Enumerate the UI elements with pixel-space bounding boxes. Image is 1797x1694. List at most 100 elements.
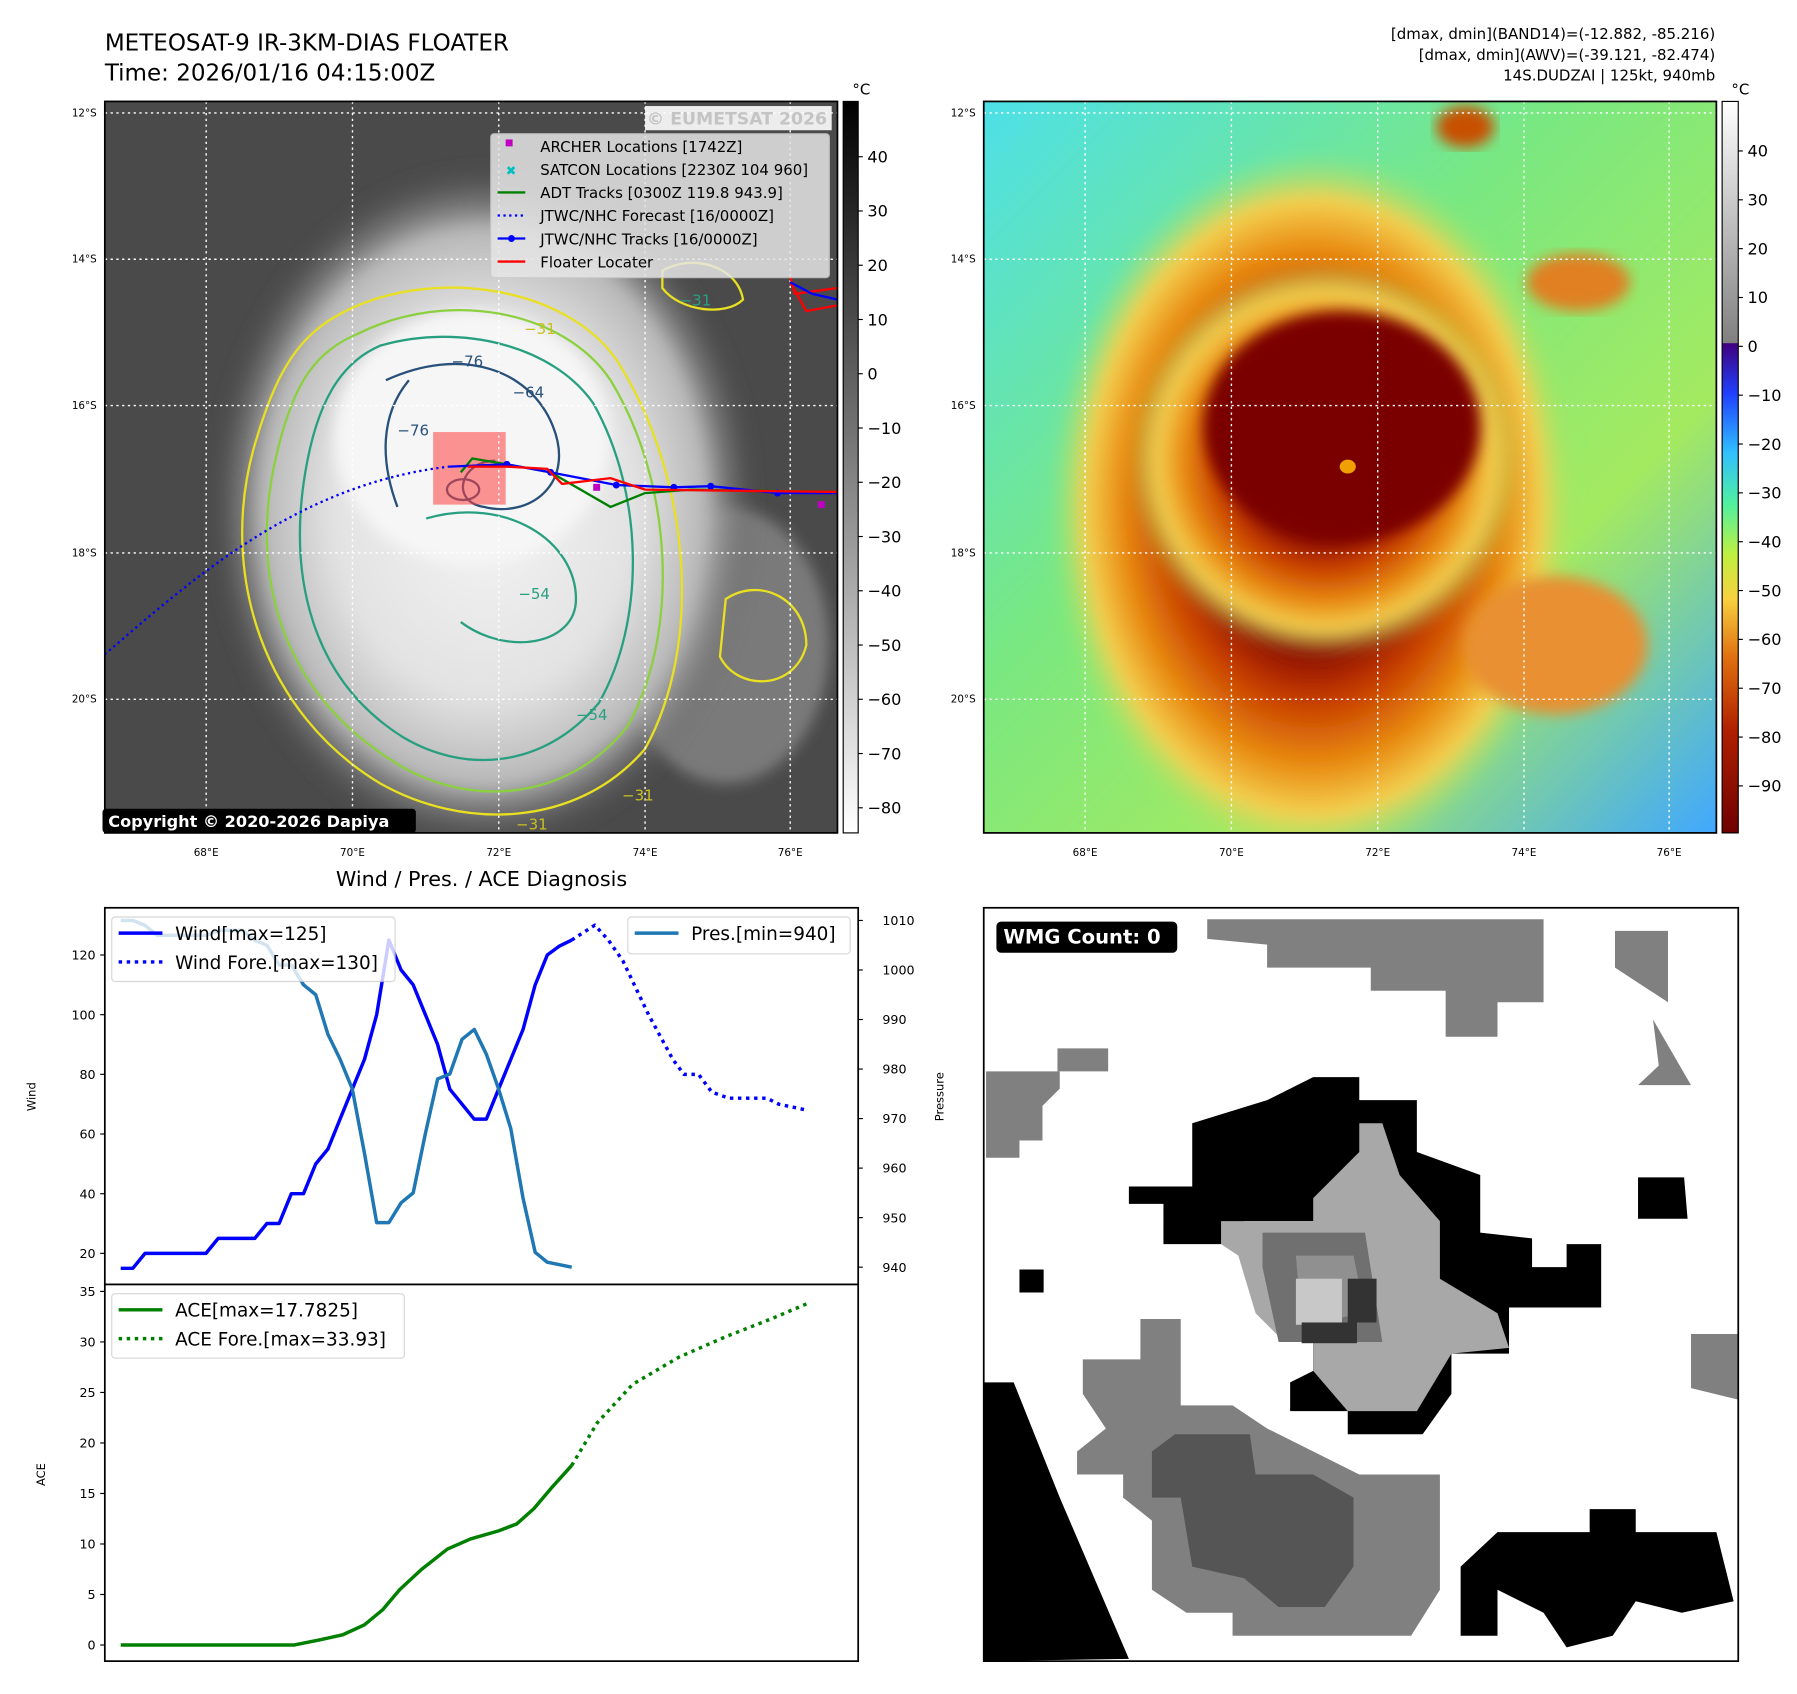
- contour-label: −76: [397, 421, 429, 439]
- lon-label: 74°E: [1512, 847, 1537, 859]
- wind-pressure-chart: 20 40 60 80 100 120 940 950 960 970 980 990 1000 101…: [25, 906, 946, 1286]
- y-tick-label: 40: [80, 1186, 96, 1201]
- floater-locater-track: [467, 465, 838, 494]
- legend-wind-forecast: Wind Fore.[max=130]: [175, 953, 378, 974]
- y-tick-label: 60: [80, 1127, 96, 1142]
- colorbar-tick-label: −60: [867, 690, 901, 709]
- ace-chart: 0 5 10 15 20 25 30 35 ACE ACE[max=17.7825] ACE …: [34, 1283, 860, 1663]
- contour-label: −31: [516, 815, 548, 833]
- diagnosis-title: Wind / Pres. / ACE Diagnosis: [336, 867, 627, 891]
- lat-label: 12°S: [72, 107, 97, 119]
- info-awv: [dmax, dmin](AWV)=(-39.121, -82.474): [1419, 46, 1715, 64]
- info-storm: 14S.DUDZAI | 125kt, 940mb: [1503, 67, 1715, 85]
- y-tick-label: 20: [80, 1436, 96, 1451]
- colorbar-tick-label: −10: [1747, 386, 1781, 405]
- contour-label: −54: [518, 585, 550, 603]
- ace-axis-label: ACE: [34, 1463, 48, 1486]
- colorbar-tick-label: −70: [867, 744, 901, 763]
- ace-legend: ACE[max=17.7825] ACE Fore.[max=33.93]: [111, 1293, 405, 1359]
- lat-label: 18°S: [951, 547, 976, 559]
- colorbar-tick-label: −20: [867, 473, 901, 492]
- colorbar-tick-label: −90: [1747, 777, 1781, 796]
- colorbar-tick-label: −20: [1747, 435, 1781, 454]
- contour-label: −31: [524, 320, 556, 338]
- y2-tick-label: 1010: [882, 913, 914, 928]
- lon-label: 76°E: [778, 847, 803, 859]
- title-line-2: Time: 2026/01/16 04:15:00Z: [104, 61, 436, 87]
- contour-label: −31: [680, 291, 712, 309]
- legend-jtwc-forecast: JTWC/NHC Forecast [16/0000Z]: [539, 207, 774, 225]
- y2-tick-label: 1000: [882, 963, 914, 978]
- y2-tick-label: 970: [882, 1111, 906, 1126]
- colorbar-tick-label: −50: [867, 636, 901, 655]
- lat-label: 14°S: [72, 254, 97, 266]
- legend-jtwc-tracks: JTWC/NHC Tracks [16/0000Z]: [539, 230, 757, 248]
- colorbar-tick-label: −80: [867, 799, 901, 818]
- legend-pressure: Pres.[min=940]: [691, 924, 835, 945]
- lat-label: 16°S: [951, 400, 976, 412]
- pressure-axis-label: Pressure: [932, 1072, 946, 1121]
- y2-tick-label: 960: [882, 1161, 906, 1176]
- legend-archer: ARCHER Locations [1742Z]: [540, 138, 742, 156]
- awv-colorbar: °C 40 30 20 10 0 −10 −20 −30 −40 −50 −60 −70 −80 −90: [1721, 81, 1781, 834]
- lon-label: 72°E: [1365, 847, 1390, 859]
- legend-wind: Wind[max=125]: [175, 924, 326, 945]
- copyright-text: Copyright © 2020-2026 Dapiya: [108, 812, 389, 831]
- y-tick-label: 80: [80, 1067, 96, 1082]
- lon-label: 74°E: [633, 847, 658, 859]
- colorbar-unit: °C: [852, 81, 870, 99]
- colorbar-tick-label: 40: [867, 147, 888, 166]
- colorbar-tick-label: −30: [867, 527, 901, 546]
- contour-label: −64: [513, 383, 545, 401]
- colorbar-tick-label: −40: [1747, 532, 1781, 551]
- colorbar-tick-label: −60: [1747, 630, 1781, 649]
- ir-map[interactable]: −76 −64 −76 −54 −31 −31 −31 −54 −31 ✖ AR…: [72, 100, 839, 859]
- lat-label: 20°S: [951, 694, 976, 706]
- contour-label: −31: [622, 787, 654, 805]
- jtwc-forecast-track: [104, 465, 450, 656]
- wind-legend: Wind[max=125] Wind Fore.[max=130]: [111, 916, 396, 983]
- wmg-count-badge: WMG Count: 0: [1003, 925, 1160, 948]
- colorbar-tick-label: −30: [1747, 484, 1781, 503]
- colorbar-tick-label: −70: [1747, 679, 1781, 698]
- y2-tick-label: 940: [882, 1260, 906, 1275]
- colorbar-tick-label: 30: [1747, 191, 1768, 210]
- lat-label: 12°S: [951, 107, 976, 119]
- y2-tick-label: 990: [882, 1012, 906, 1027]
- ir-colorbar: °C 40 30 20 10 0 −10 −20 −30 −40 −50 −60 −70 −80: [842, 81, 901, 834]
- y-tick-label: 0: [88, 1638, 96, 1653]
- legend-floater: Floater Locater: [540, 253, 654, 271]
- pressure-legend: Pres.[min=940]: [627, 916, 851, 955]
- eumetsat-watermark: © EUMETSAT 2026: [647, 109, 827, 129]
- lon-label: 70°E: [340, 847, 365, 859]
- lon-label: 68°E: [194, 847, 219, 859]
- contour-label: −54: [576, 706, 608, 724]
- colorbar-tick-label: −40: [867, 582, 901, 601]
- y-tick-label: 30: [80, 1335, 96, 1350]
- y2-tick-label: 980: [882, 1062, 906, 1077]
- colorbar-tick-label: −80: [1747, 728, 1781, 747]
- y-tick-label: 5: [88, 1587, 96, 1602]
- lon-label: 70°E: [1219, 847, 1244, 859]
- awv-map[interactable]: 12°S 14°S 16°S 18°S 20°S 68°E 70°E 72°E …: [951, 100, 1718, 864]
- colorbar-tick-label: 20: [867, 256, 888, 275]
- colorbar-tick-label: −50: [1747, 581, 1781, 600]
- ace-fore-line: [570, 1300, 812, 1467]
- floater-box: [433, 432, 506, 505]
- satcon-marker-icon: ✖: [506, 163, 517, 178]
- y-tick-label: 10: [80, 1537, 96, 1552]
- legend-ace: ACE[max=17.7825]: [175, 1301, 358, 1322]
- legend-satcon: SATCON Locations [2230Z 104 960]: [540, 161, 808, 179]
- info-band14: [dmax, dmin](BAND14)=(-12.882, -85.216): [1391, 25, 1715, 43]
- lon-label: 68°E: [1073, 847, 1098, 859]
- legend-adt: ADT Tracks [0300Z 119.8 943.9]: [540, 184, 783, 202]
- y-tick-label: 120: [71, 948, 95, 963]
- legend-ace-forecast: ACE Fore.[max=33.93]: [175, 1330, 386, 1351]
- y-tick-label: 100: [71, 1007, 95, 1022]
- colorbar-tick-label: 30: [867, 202, 888, 221]
- contour-label: −76: [452, 352, 484, 370]
- lon-label: 72°E: [486, 847, 511, 859]
- lat-label: 14°S: [951, 254, 976, 266]
- lat-label: 18°S: [72, 547, 97, 559]
